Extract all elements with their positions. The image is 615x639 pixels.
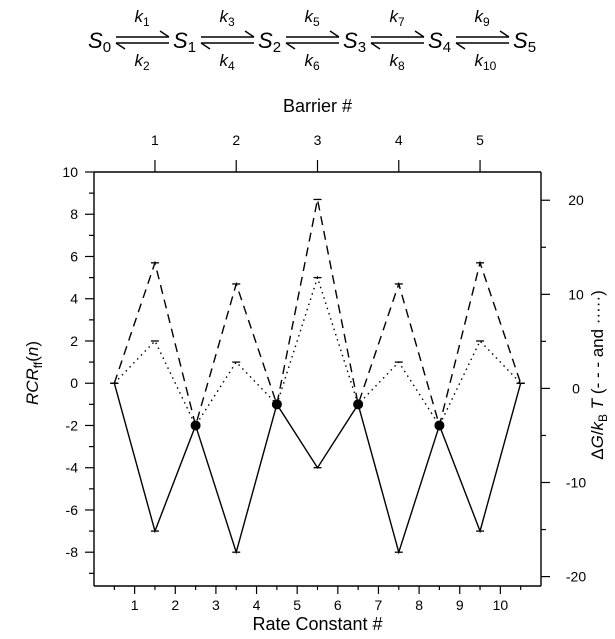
left-tick-label: 2 [70, 333, 78, 349]
dotted-series-line [113, 275, 522, 427]
left-tick-label: 0 [70, 375, 78, 391]
shared-point-marker [271, 399, 282, 410]
bottom-axis-title: Rate Constant # [252, 614, 383, 634]
left-tick-label: 10 [62, 164, 78, 180]
right-tick-label: -10 [566, 475, 586, 491]
x-tick-label: 10 [493, 597, 509, 613]
right-tick-label: 10 [568, 286, 584, 302]
x-tick-label: 8 [415, 597, 423, 613]
left-tick-label: 8 [70, 206, 78, 222]
top-tick-label: 5 [476, 132, 484, 148]
shared-point-marker [434, 420, 445, 431]
top-axis-title: Barrier # [282, 96, 353, 116]
x-tick-label: 7 [375, 597, 383, 613]
x-tick-label: 4 [253, 597, 261, 613]
x-tick-label: 2 [171, 597, 179, 613]
top-tick-label: 3 [314, 132, 322, 148]
left-tick-label: 4 [70, 291, 78, 307]
left-tick-label: -4 [66, 460, 79, 476]
left-tick-label: -6 [66, 502, 79, 518]
x-tick-label: 5 [293, 597, 301, 613]
top-tick-label: 2 [232, 132, 240, 148]
left-tick-label: -2 [66, 417, 79, 433]
x-tick-label: 6 [334, 597, 342, 613]
right-axis-title: ΔG/kB T (- - - and ·····) [588, 290, 610, 460]
shared-point-marker [190, 420, 201, 431]
left-tick-label: -8 [66, 544, 79, 560]
top-tick-label: 4 [395, 132, 403, 148]
dashed-series-line [113, 199, 522, 429]
right-tick-label: 20 [568, 192, 584, 208]
shared-point-marker [353, 399, 364, 410]
x-tick-label: 1 [131, 597, 139, 613]
left-axis-title: RCRff(n) [23, 341, 45, 405]
left-tick-label: 6 [70, 248, 78, 264]
right-tick-label: -20 [566, 569, 586, 585]
x-tick-label: 9 [456, 597, 464, 613]
x-tick-label: 3 [212, 597, 220, 613]
right-tick-label: 0 [572, 380, 580, 396]
top-tick-label: 1 [151, 132, 159, 148]
